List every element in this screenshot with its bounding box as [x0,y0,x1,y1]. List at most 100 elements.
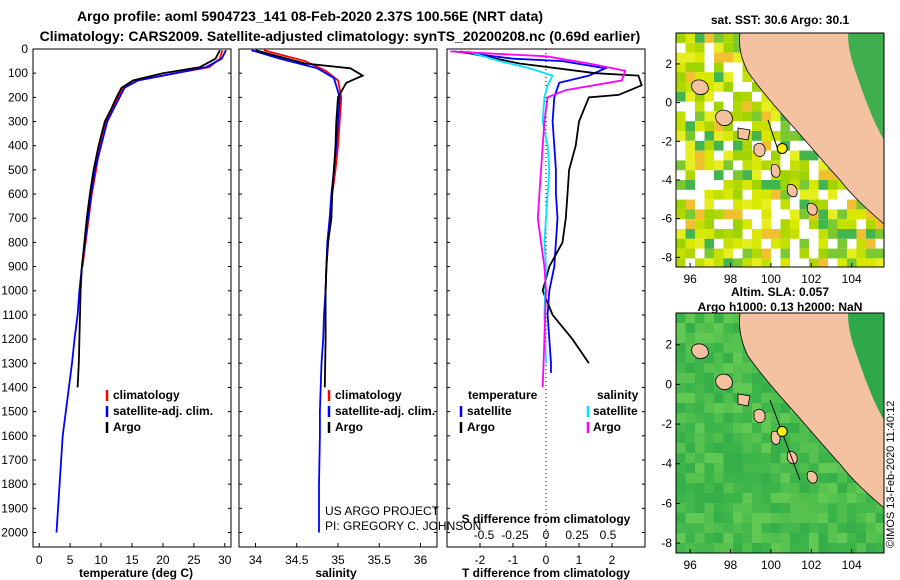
depth-tick-label: 800 [8,235,28,249]
sla-cell [685,463,695,473]
sla-cell [695,533,705,543]
sst-cell [790,160,800,171]
sla-cell [733,523,743,533]
difference-series [450,50,643,388]
sst-cell [752,111,762,122]
sla-cell [809,493,819,503]
sst-cell [809,219,819,229]
sst-cell [685,33,695,43]
sla-cell [752,503,762,513]
sla-cell [790,443,800,453]
sla-cell [723,363,733,373]
sla-cell [695,333,705,343]
sla-cell [828,463,838,473]
sla-cell [704,523,714,533]
sla-cell [723,343,733,353]
sst-cell [695,229,705,239]
sst-cell [723,33,733,43]
sla-cell [809,523,819,533]
sst-cell [780,170,790,180]
sst-cell [742,238,752,249]
sst-cell [685,209,695,220]
sst-cell [742,91,752,102]
sla-land-east [848,313,884,420]
sst-cell [847,248,857,259]
sla-cell [856,543,866,553]
series-climatology [263,49,343,291]
sst-cell [723,258,733,267]
sst-cell [790,209,800,220]
sla-cell [695,503,705,513]
sst-cell [799,199,809,210]
sla-cell [695,373,705,383]
sla-cell [818,453,828,463]
sla-cell [723,533,733,543]
sla-cell [676,383,686,393]
sla-cell [771,473,781,483]
sst-cell [752,131,762,141]
sst-cell [761,209,771,220]
sst-cell [752,238,762,249]
sst-cell [818,180,828,190]
sst-cell [695,121,705,131]
sla-cell [733,323,743,333]
sla-cell [790,423,800,433]
sst-float-track [767,119,779,151]
sst-cell [742,101,752,112]
depth-tick-label: 1200 [1,332,28,346]
sla-cell [685,433,695,443]
sla-cell [818,533,828,543]
sla-cell [714,493,724,503]
sst-cell [676,72,686,82]
sst-cell [847,199,857,210]
sst-cell [704,82,714,92]
sst-cell [723,209,733,220]
sla-cell [828,523,838,533]
legend-header-salinity: salinity [597,388,639,402]
depth-tick-label: 1800 [1,477,28,491]
sst-cell [780,189,790,200]
sla-cell [866,523,876,533]
sst-cell [676,62,686,73]
sst-cell [714,209,724,220]
sla-cell [714,423,724,433]
sst-cell [695,238,705,249]
sla-cell [733,313,743,323]
sla-cell [790,413,800,423]
sst-cell [704,209,714,220]
sst-cell [809,189,819,200]
sla-cell [714,443,724,453]
depth-tick-label: 1900 [1,501,28,515]
sla-cell [837,473,847,483]
sst-cell [723,180,733,190]
sst-cell [742,140,752,151]
sla-cell [714,523,724,533]
lon-tick-label: 102 [801,558,821,572]
sla-cell [742,403,752,413]
sla-cell [790,513,800,523]
sla-cell [676,313,686,323]
sla-cell [752,433,762,443]
x-tick-label: 1 [576,553,583,567]
sla-cell [714,533,724,543]
sla-cell [723,393,733,403]
sst-cell [818,160,828,171]
sla-cell [733,453,743,463]
sla-cell [771,533,781,543]
sla-cell [790,483,800,493]
sla-cell [676,413,686,423]
legend-label-sal-argo: Argo [593,420,621,434]
sla-cell [818,543,828,553]
sla-cell [752,373,762,383]
sla-cell [752,453,762,463]
sst-cell [856,258,866,267]
sla-cell [704,453,714,463]
depth-tick-label: 600 [8,187,28,201]
sla-cell [733,353,743,363]
sla-cell [742,373,752,383]
sla-cell [723,543,733,553]
sla-cell [790,533,800,543]
sst-map-frame [675,32,885,268]
sst-cell [866,219,876,229]
sst-cell [733,258,743,267]
